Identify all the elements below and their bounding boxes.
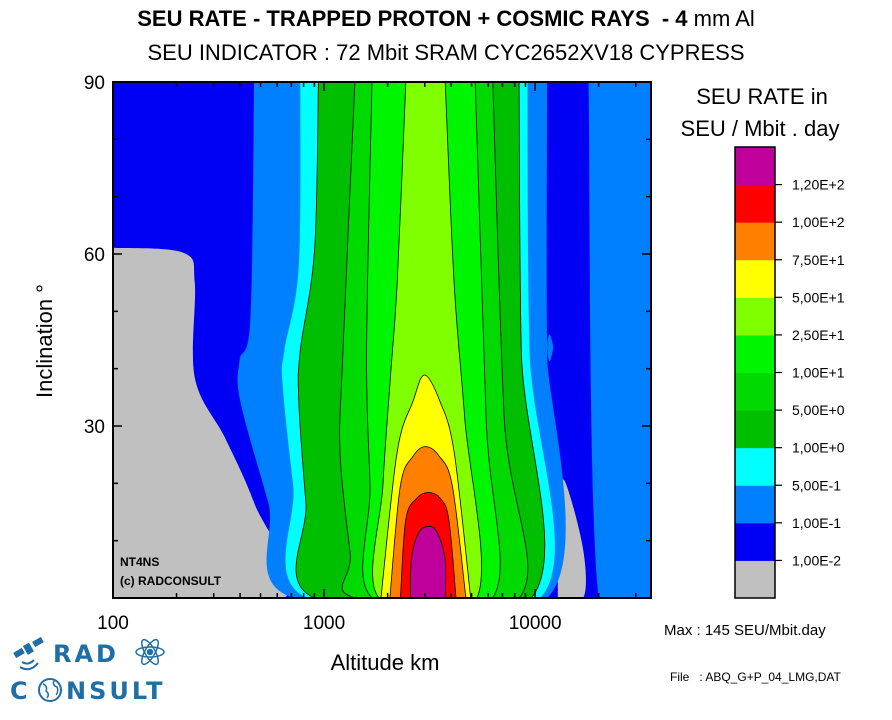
colorbar-segment <box>735 372 775 411</box>
plot-frame <box>112 81 652 599</box>
x-tick-label: 100 <box>97 613 129 634</box>
axis-ticks: 100 1000 10000 30 60 90 <box>84 73 651 634</box>
colorbar-label: 1,00E+1 <box>792 365 845 381</box>
colorbar-segment <box>735 259 775 298</box>
title-bold-part: SEU RATE - TRAPPED PROTON + COSMIC RAYS … <box>137 6 688 31</box>
x-tick-label: 1000 <box>303 613 345 634</box>
legend-title-line2: SEU / Mbit . day <box>680 116 840 141</box>
colorbar-segment <box>735 485 775 524</box>
contour-region <box>410 525 447 598</box>
globe-icon <box>38 678 62 702</box>
y-axis-label: Inclination ° <box>32 284 57 398</box>
colorbar-segment <box>735 222 775 261</box>
y-tick-label: 90 <box>84 73 105 94</box>
y-tick-label: 30 <box>84 417 105 438</box>
colorbar-segment <box>735 297 775 336</box>
satellite-icon <box>13 636 44 671</box>
contour-region <box>588 82 651 598</box>
colorbar-segment <box>735 184 775 223</box>
colorbar-label: 7,50E+1 <box>792 252 845 268</box>
x-tick-label: 10000 <box>509 613 562 634</box>
annotation-nt4ns: NT4NS <box>120 555 159 569</box>
legend-title-line1: SEU RATE in <box>696 84 828 109</box>
logo-text-nsult: NSULT <box>66 677 166 705</box>
colorbar-segment <box>735 560 775 599</box>
atom-icon <box>135 638 165 666</box>
colorbar-segment <box>735 410 775 449</box>
colorbar-frame <box>734 146 776 599</box>
colorbar-label: 1,00E+2 <box>792 214 845 230</box>
colorbar-label: 5,00E+0 <box>792 402 845 418</box>
annotation-copyright: (c) RADCONSULT <box>120 574 222 588</box>
y-tick-label: 60 <box>84 245 105 266</box>
chart-title: SEU RATE - TRAPPED PROTON + COSMIC RAYS … <box>0 6 892 32</box>
colorbar-segment <box>735 447 775 486</box>
x-axis-label: Altitude km <box>330 650 440 675</box>
colorbar: 1,00E-2 1,00E-1 5,00E-1 1,00E+0 5,00E+0 1,00E… <box>734 146 845 599</box>
colorbar-label: 2,50E+1 <box>792 327 845 343</box>
radconsult-logo: RAD C NSULT <box>10 636 166 705</box>
chart-subtitle: SEU INDICATOR : 72 Mbit SRAM CYC2652XV18… <box>147 40 745 65</box>
logo-text-rad: RAD <box>53 640 119 668</box>
colorbar-label: 5,00E+1 <box>792 289 845 305</box>
colorbar-label: 1,00E+0 <box>792 440 845 456</box>
colorbar-segment <box>735 147 775 186</box>
logo-text-c: C <box>10 677 31 705</box>
colorbar-label: 5,00E-1 <box>792 477 841 493</box>
max-rate-text: Max : 145 SEU/Mbit.day <box>664 622 826 639</box>
contour-regions <box>113 82 651 598</box>
file-name-text: File : ABQ_G+P_04_LMG,DAT <box>670 670 841 684</box>
colorbar-segment <box>735 522 775 561</box>
colorbar-label: 1,00E-2 <box>792 552 841 568</box>
colorbar-label: 1,20E+2 <box>792 177 845 193</box>
contour-region <box>113 247 291 598</box>
colorbar-label: 1,00E-1 <box>792 515 841 531</box>
title-unit-part: mm Al <box>687 6 755 31</box>
colorbar-segment <box>735 334 775 373</box>
